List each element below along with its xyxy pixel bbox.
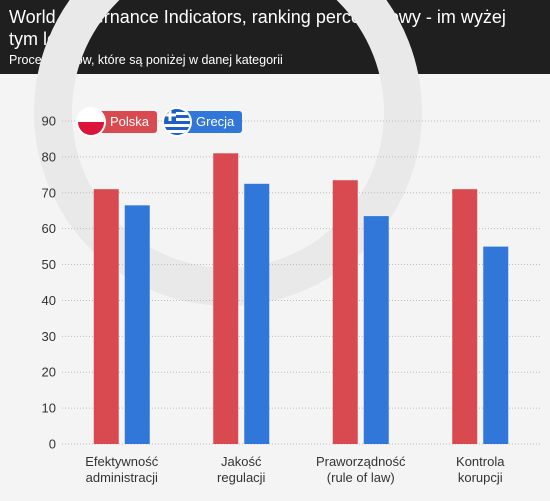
y-tick-label: 40 bbox=[42, 293, 56, 308]
y-tick-label: 10 bbox=[42, 401, 56, 416]
bar-polska bbox=[93, 189, 119, 444]
y-tick-label: 20 bbox=[42, 365, 56, 380]
poland-flag-icon bbox=[78, 109, 104, 135]
y-tick-label: 60 bbox=[42, 221, 56, 236]
bar-grecja bbox=[363, 216, 389, 444]
x-tick-label: Kontrola bbox=[456, 454, 505, 469]
x-tick-label: (rule of law) bbox=[327, 470, 395, 485]
legend-label-polska: Polska bbox=[94, 111, 158, 133]
legend-label-grecja: Grecja bbox=[180, 111, 243, 133]
bar-polska bbox=[213, 153, 239, 445]
bar-grecja bbox=[244, 183, 270, 445]
y-tick-label: 90 bbox=[42, 114, 56, 129]
bar-grecja bbox=[483, 246, 509, 444]
y-tick-label: 50 bbox=[42, 257, 56, 272]
y-tick-label: 30 bbox=[42, 329, 56, 344]
y-tick-label: 70 bbox=[42, 185, 56, 200]
bar-polska bbox=[332, 180, 358, 444]
y-tick-label: 0 bbox=[49, 437, 56, 452]
x-tick-label: administracji bbox=[86, 470, 158, 485]
x-tick-label: korupcji bbox=[458, 470, 503, 485]
bar-polska bbox=[452, 189, 478, 444]
x-tick-label: Praworządność bbox=[316, 454, 406, 469]
bar-grecja bbox=[124, 205, 150, 444]
greece-flag-icon bbox=[164, 109, 190, 135]
y-tick-label: 80 bbox=[42, 149, 56, 164]
x-tick-label: regulacji bbox=[217, 470, 266, 485]
x-tick-label: Jakość bbox=[221, 454, 262, 469]
x-tick-label: Efektywność bbox=[85, 454, 158, 469]
